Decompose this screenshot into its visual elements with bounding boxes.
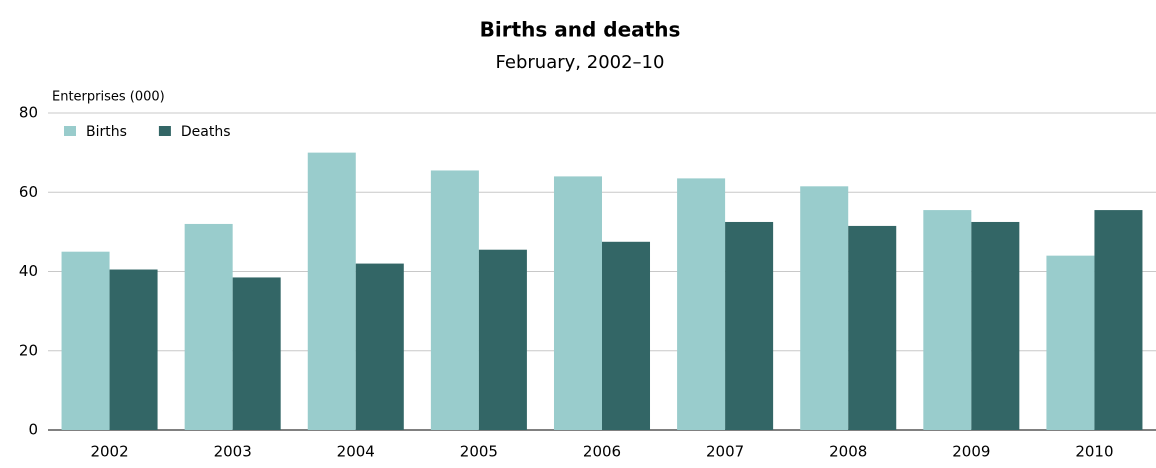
bar bbox=[971, 221, 1020, 430]
bar bbox=[478, 249, 527, 430]
chart-subtitle: February, 2002–10 bbox=[496, 52, 665, 73]
x-tick-label: 2005 bbox=[460, 443, 498, 461]
y-tick-label: 60 bbox=[19, 183, 38, 201]
bar bbox=[430, 170, 479, 431]
bar bbox=[355, 263, 404, 430]
y-tick-label: 40 bbox=[19, 262, 38, 280]
y-tick-label: 20 bbox=[19, 341, 38, 359]
bar bbox=[677, 178, 726, 430]
bar bbox=[725, 221, 774, 430]
legend-swatch bbox=[64, 126, 76, 136]
bar bbox=[848, 225, 897, 430]
bar bbox=[1094, 210, 1143, 430]
y-tick-label: 0 bbox=[28, 421, 38, 439]
x-tick-label: 2004 bbox=[337, 443, 375, 461]
bar bbox=[923, 210, 972, 430]
legend-label: Births bbox=[86, 124, 127, 140]
legend-swatch bbox=[158, 126, 171, 136]
legend-label: Deaths bbox=[181, 124, 231, 140]
bar bbox=[602, 241, 651, 430]
bar bbox=[232, 277, 281, 430]
chart-title: Births and deaths bbox=[480, 18, 681, 42]
x-tick-label: 2003 bbox=[214, 443, 252, 461]
bar bbox=[553, 176, 602, 430]
bar bbox=[800, 186, 849, 430]
x-tick-label: 2007 bbox=[706, 443, 744, 461]
bar bbox=[61, 251, 110, 430]
y-axis-label: Enterprises (000) bbox=[52, 90, 165, 105]
bar bbox=[184, 223, 233, 430]
bar bbox=[109, 269, 158, 430]
x-tick-label: 2009 bbox=[952, 443, 990, 461]
y-tick-label: 80 bbox=[19, 104, 38, 122]
bar bbox=[1046, 255, 1095, 430]
x-tick-label: 2002 bbox=[90, 443, 128, 461]
x-tick-label: 2006 bbox=[583, 443, 621, 461]
x-tick-label: 2008 bbox=[829, 443, 867, 461]
x-tick-label: 2010 bbox=[1075, 443, 1113, 461]
bar bbox=[307, 152, 356, 430]
